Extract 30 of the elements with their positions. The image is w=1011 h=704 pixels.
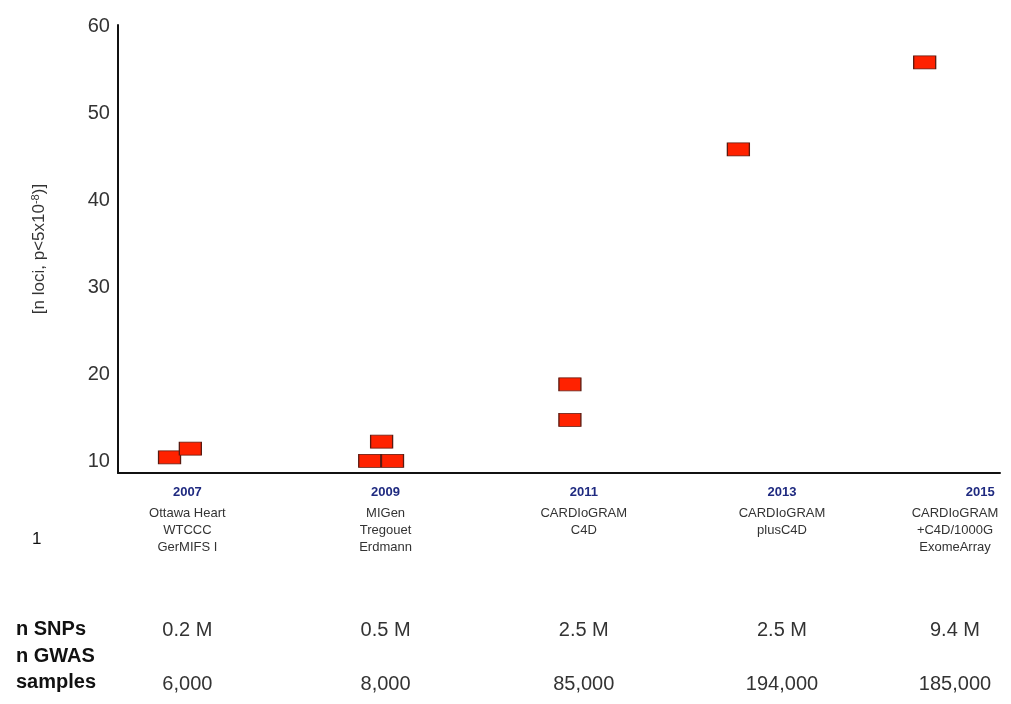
- x-tick-label: 2013: [767, 484, 797, 499]
- text: n GWAS samples: [16, 644, 101, 692]
- text: 0.2 M: [162, 618, 213, 640]
- text: CARDIoGRAM plusC4D: [738, 505, 826, 537]
- y-tick-label: 40: [87, 187, 110, 210]
- text: 2.5 M: [756, 618, 807, 640]
- text: 9.4 M: [929, 618, 981, 640]
- text: 185,000: [918, 672, 992, 694]
- text: Ottawa Heart WTCCC GerMIFS I: [149, 505, 227, 554]
- x-tick-label: 2011: [569, 484, 598, 499]
- x-tick-label: 2009: [371, 484, 401, 499]
- y-tick-label: 50: [87, 100, 110, 123]
- y-tick-label: 30: [87, 274, 110, 297]
- text: 0.5 M: [360, 618, 411, 640]
- text: MIGen Tregouet Erdmann: [359, 505, 412, 554]
- text: 6,000: [162, 672, 213, 694]
- text: 1: [32, 528, 42, 548]
- y-tick-label: 10: [87, 448, 110, 471]
- text: CARDIoGRAM C4D: [540, 505, 628, 537]
- x-tick-label: 2007: [172, 484, 202, 499]
- text: 8,000: [360, 672, 411, 694]
- y-axis-title: [n loci, p<5x10-8)]: [28, 183, 48, 315]
- y-tick-label: 60: [87, 14, 110, 36]
- text: n SNPs: [16, 617, 87, 639]
- y-tick-label: 20: [87, 361, 110, 384]
- text: 85,000: [553, 672, 615, 694]
- text: 2.5 M: [558, 618, 609, 640]
- x-tick-label: 2015: [965, 484, 995, 499]
- text: 194,000: [745, 672, 819, 694]
- text: CARDIoGRAM +C4D/1000G ExomeArray: [911, 505, 999, 554]
